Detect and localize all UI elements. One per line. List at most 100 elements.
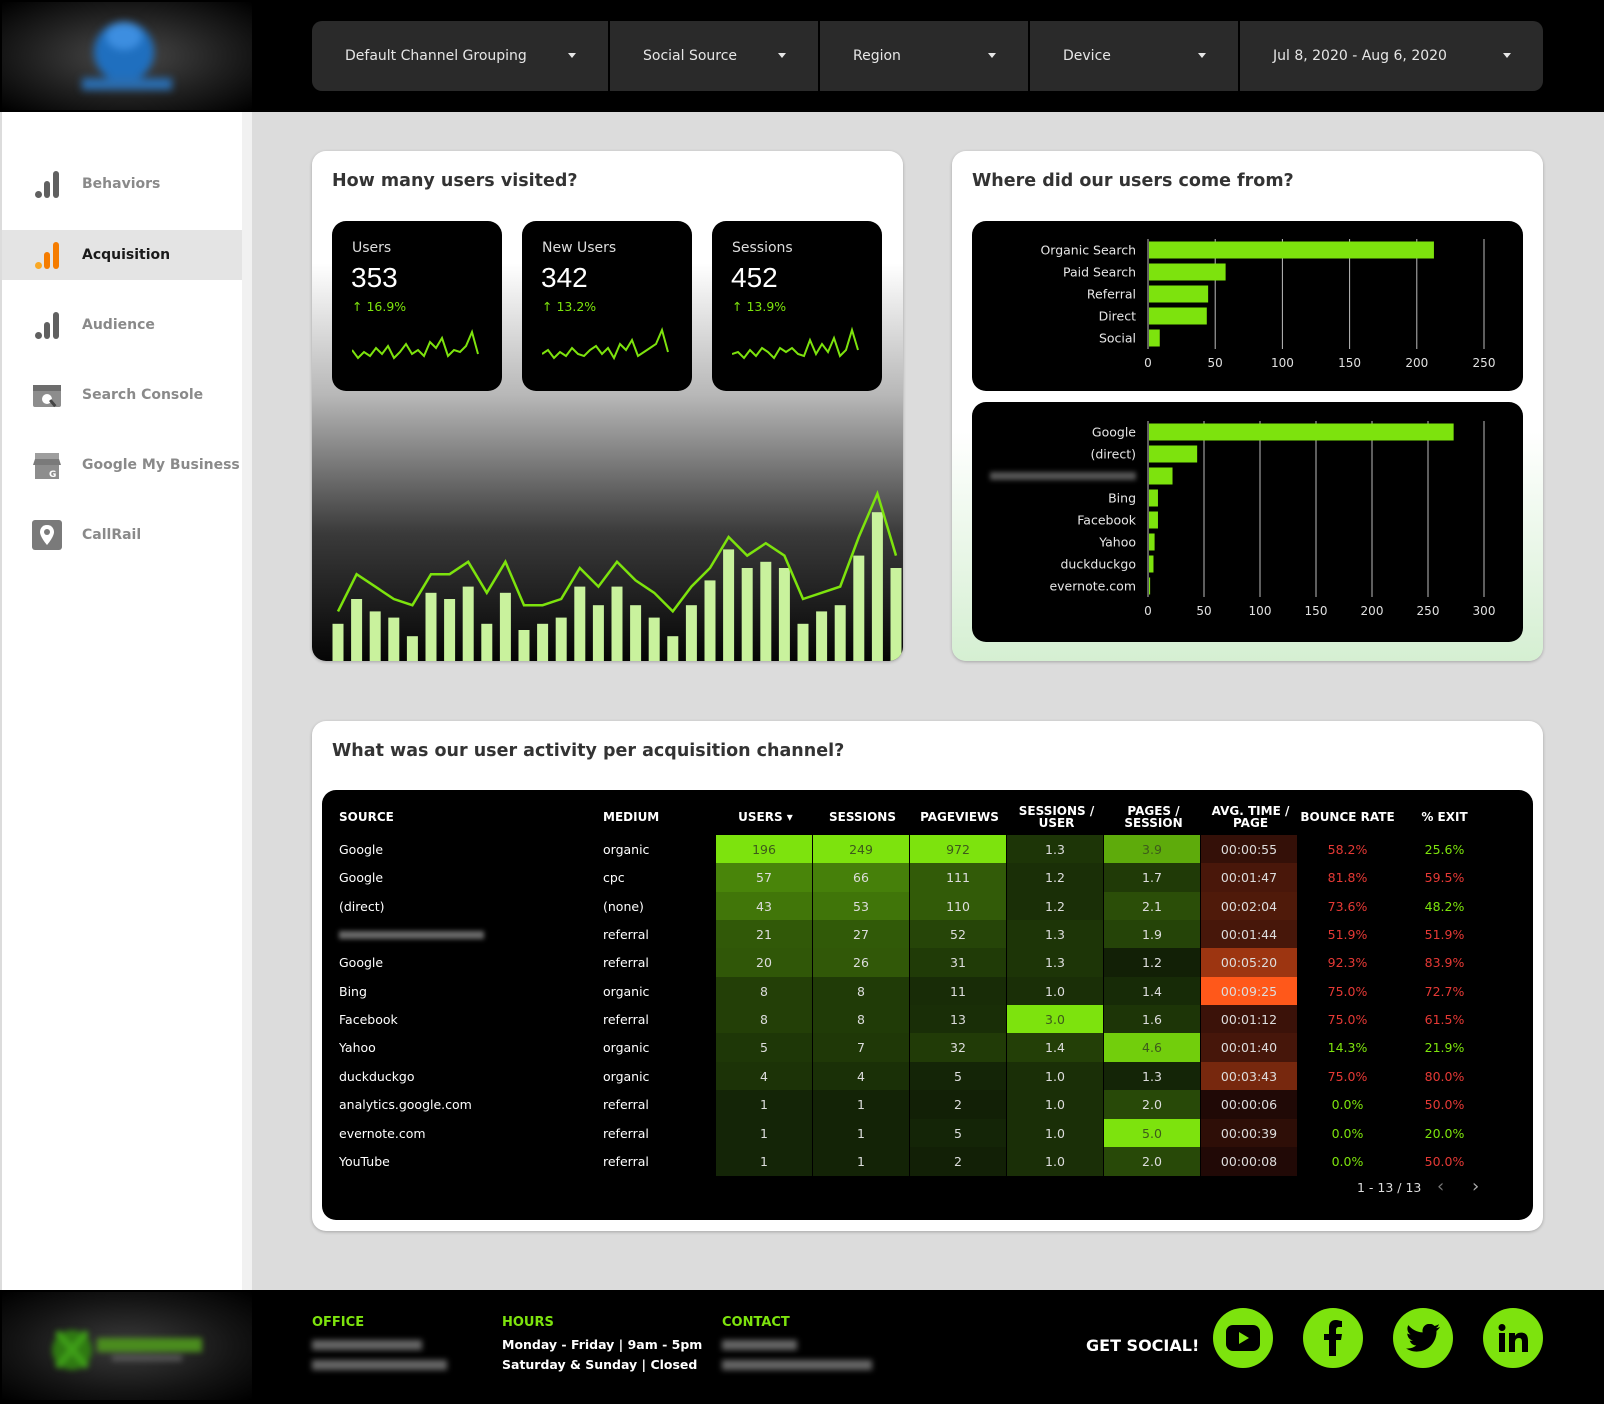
table-cell: YouTube — [339, 1153, 390, 1169]
kpi-delta: ↑ 13.2% — [542, 299, 597, 314]
column-header[interactable]: SESSIONS — [829, 810, 896, 824]
facebook-icon[interactable] — [1303, 1308, 1363, 1368]
sidebar-item-callrail[interactable]: CallRail — [2, 510, 252, 560]
table-cell: 1.2 — [1104, 948, 1200, 978]
category-label: Referral — [1087, 287, 1136, 302]
column-header[interactable]: PAGEVIEWS — [920, 810, 999, 824]
date-range-label: Jul 8, 2020 - Aug 6, 2020 — [1273, 48, 1447, 64]
acquisition-table: SOURCE MEDIUM USERS ▾ SESSIONS PAGEVIEWS SESS… — [322, 790, 1533, 1220]
table-cell: organic — [603, 1040, 650, 1056]
bar-chart-icon — [32, 239, 62, 271]
sidebar-item-behaviors[interactable]: Behaviors — [2, 159, 252, 209]
table-cell: 52 — [910, 920, 1006, 950]
bar — [1149, 285, 1209, 303]
trend-bar — [704, 580, 716, 661]
google-my-business-icon: G — [32, 449, 62, 481]
blurred-label — [990, 472, 1136, 480]
filter-region[interactable]: Region — [820, 21, 1030, 91]
sidebar-item-google-my-business[interactable]: G Google My Business — [2, 440, 252, 490]
sidebar-item-acquisition[interactable]: Acquisition — [2, 230, 252, 280]
source-bar-chart: 0 50 100 150 200 250 300 Google (direct) Bing Face… — [972, 402, 1523, 642]
caret-down-icon — [568, 53, 576, 58]
contact-email[interactable] — [722, 1360, 872, 1370]
arrow-up-icon: ↑ — [732, 299, 743, 314]
trend-bar — [425, 592, 437, 661]
kpi-users[interactable]: Users 353 ↑ 16.9% — [332, 221, 502, 391]
bar — [1149, 329, 1160, 347]
prev-page-icon[interactable]: ‹ — [1437, 1176, 1445, 1197]
column-header[interactable]: AVG. TIME / PAGE — [1211, 804, 1290, 830]
caret-down-icon — [988, 53, 996, 58]
sparkline — [352, 328, 479, 360]
category-label: Paid Search — [1063, 265, 1136, 280]
filter-device[interactable]: Device — [1030, 21, 1240, 91]
bar-chart-icon — [32, 168, 62, 200]
table-cell: Yahoo — [339, 1040, 376, 1056]
next-page-icon[interactable]: › — [1472, 1176, 1480, 1197]
caret-down-icon — [778, 53, 786, 58]
kpi-sessions[interactable]: Sessions 452 ↑ 13.9% — [712, 221, 882, 391]
column-header[interactable]: BOUNCE RATE — [1300, 810, 1395, 824]
trend-bar — [481, 623, 493, 661]
table-cell: 1.0 — [1007, 1061, 1103, 1091]
contact-phone[interactable] — [722, 1340, 797, 1350]
bar — [1149, 577, 1151, 595]
linkedin-icon[interactable] — [1483, 1308, 1543, 1368]
table-cell: 00:02:04 — [1201, 891, 1297, 921]
kpi-delta: ↑ 13.9% — [732, 299, 787, 314]
trend-bar — [351, 599, 363, 661]
table-cell: referral — [603, 1012, 649, 1028]
table-cell: 2.0 — [1104, 1146, 1200, 1176]
bar — [1149, 467, 1173, 485]
footer: OFFICE HOURS Monday - Friday | 9am - 5pm… — [0, 1290, 1604, 1404]
sidebar-item-search-console[interactable]: Search Console — [2, 370, 252, 420]
filter-bar: Default Channel Grouping Social Source R… — [312, 21, 1543, 91]
company-logo[interactable] — [2, 2, 252, 110]
source-card-title: Where did our users come from? — [972, 171, 1294, 191]
table-cell: 11 — [910, 976, 1006, 1006]
bar — [1149, 241, 1434, 259]
filter-channel-grouping[interactable]: Default Channel Grouping — [312, 21, 610, 91]
pagination-label: 1 - 13 / 13 — [1357, 1180, 1422, 1195]
table-cell: 5 — [716, 1033, 812, 1063]
column-header[interactable]: SOURCE — [339, 810, 394, 824]
filter-social-source[interactable]: Social Source — [610, 21, 820, 91]
column-header[interactable]: % EXIT — [1421, 810, 1468, 824]
table-cell: 00:03:43 — [1201, 1061, 1297, 1091]
table-cell: 50.0% — [1424, 1097, 1465, 1113]
tick-label: 200 — [1361, 604, 1384, 618]
table-cell: 5 — [910, 1061, 1006, 1091]
sidebar-item-audience[interactable]: Audience — [2, 300, 252, 350]
table-cell: referral — [603, 1153, 649, 1169]
bar-chart-icon — [32, 309, 62, 341]
sidebar: Behaviors Acquisition Audience Search Co… — [2, 112, 252, 1290]
footer-logo[interactable] — [2, 1292, 252, 1400]
table-cell: 3.0 — [1007, 1005, 1103, 1035]
trend-bar — [630, 605, 642, 661]
column-header[interactable]: PAGES / SESSION — [1124, 804, 1183, 830]
table-cell: analytics.google.com — [339, 1097, 472, 1113]
table-cell: 972 — [910, 835, 1006, 864]
kpi-new-users[interactable]: New Users 342 ↑ 13.2% — [522, 221, 692, 391]
sort-desc-icon[interactable]: ▾ — [782, 810, 793, 824]
twitter-icon[interactable] — [1393, 1308, 1453, 1368]
svg-text:G: G — [49, 470, 56, 480]
column-header[interactable]: SESSIONS / USER — [1018, 804, 1095, 830]
tick-label: 250 — [1473, 356, 1496, 370]
trend-bar — [797, 623, 809, 661]
tick-label: 0 — [1144, 356, 1152, 370]
trend-bar — [444, 599, 456, 661]
sparkline — [732, 326, 859, 360]
trend-bar — [685, 605, 697, 661]
column-header[interactable]: USERS ▾ — [738, 810, 793, 824]
trend-bar — [537, 623, 549, 661]
column-header[interactable]: MEDIUM — [603, 810, 660, 824]
bar — [1149, 511, 1158, 529]
table-cell: 83.9% — [1424, 955, 1465, 971]
table-cell: 20.0% — [1424, 1125, 1465, 1141]
youtube-icon[interactable] — [1213, 1308, 1273, 1368]
hours-line: Monday - Friday | 9am - 5pm — [502, 1337, 703, 1352]
table-cell: 2.0 — [1104, 1090, 1200, 1120]
date-range-picker[interactable]: Jul 8, 2020 - Aug 6, 2020 — [1240, 21, 1543, 91]
table-cell: 1.9 — [1104, 920, 1200, 950]
